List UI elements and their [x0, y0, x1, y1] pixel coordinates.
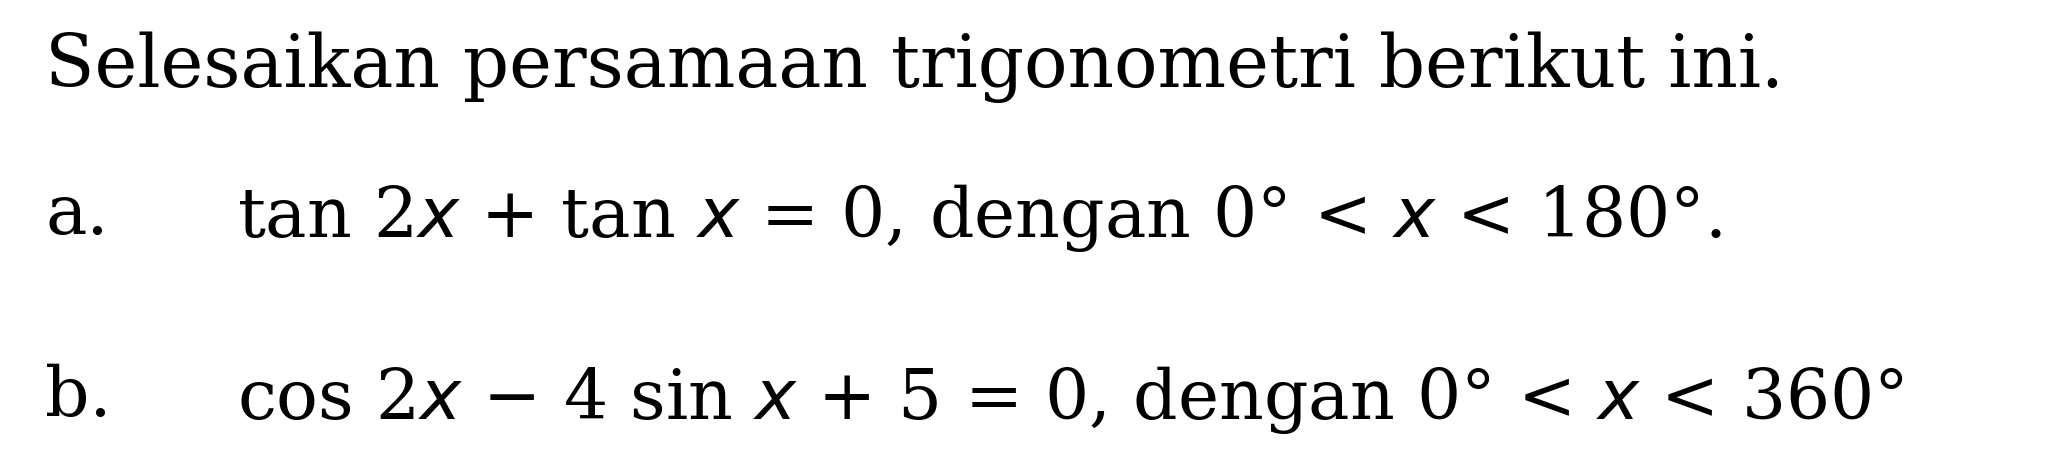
Text: tan 2$x$ + tan $x$ = 0, dengan 0$\degree$ < $x$ < 180$\degree$.: tan 2$x$ + tan $x$ = 0, dengan 0$\degree… — [237, 182, 1723, 254]
Text: b.: b. — [45, 364, 111, 430]
Text: Selesaikan persamaan trigonometri berikut ini.: Selesaikan persamaan trigonometri beriku… — [45, 32, 1784, 103]
Text: a.: a. — [45, 182, 109, 248]
Text: cos 2$x$ $-$ 4 sin $x$ + 5 = 0, dengan 0$\degree$ < $x$ < 360$\degree$: cos 2$x$ $-$ 4 sin $x$ + 5 = 0, dengan 0… — [237, 364, 1904, 436]
